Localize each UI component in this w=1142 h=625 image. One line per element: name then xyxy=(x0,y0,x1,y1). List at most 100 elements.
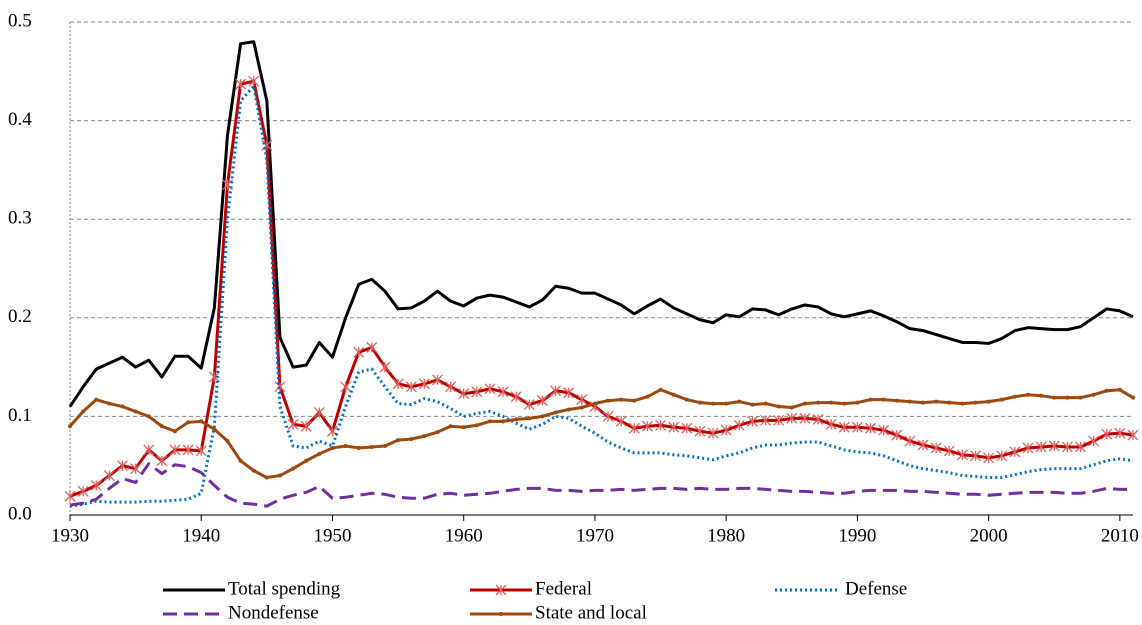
marker xyxy=(291,466,296,471)
marker xyxy=(1009,446,1021,458)
marker xyxy=(737,399,742,404)
x-tick-label: 1990 xyxy=(838,525,876,546)
marker xyxy=(1026,392,1031,397)
marker xyxy=(960,401,965,406)
marker xyxy=(855,400,860,405)
x-tick-label: 1980 xyxy=(707,525,745,546)
marker xyxy=(431,374,443,386)
marker xyxy=(891,429,903,441)
marker xyxy=(917,439,929,451)
marker xyxy=(379,361,391,373)
marker xyxy=(133,409,138,414)
marker xyxy=(907,399,912,404)
marker xyxy=(1061,441,1073,453)
marker xyxy=(851,421,863,433)
marker xyxy=(418,378,430,390)
marker xyxy=(934,399,939,404)
marker xyxy=(304,458,309,463)
marker xyxy=(746,415,758,427)
marker xyxy=(536,395,548,407)
marker xyxy=(1091,392,1096,397)
marker xyxy=(248,75,260,87)
marker xyxy=(786,412,798,424)
x-tick-label: 1950 xyxy=(313,525,351,546)
marker xyxy=(707,427,719,439)
series-line xyxy=(69,84,1134,508)
marker xyxy=(1052,395,1057,400)
marker xyxy=(527,416,532,421)
marker xyxy=(77,485,89,497)
marker xyxy=(195,445,207,457)
marker xyxy=(816,400,821,405)
marker xyxy=(789,405,794,410)
y-tick-label: 0.3 xyxy=(8,208,32,229)
marker xyxy=(999,397,1004,402)
marker xyxy=(487,419,492,424)
y-tick-label: 0.2 xyxy=(8,306,32,327)
marker xyxy=(64,490,76,502)
marker xyxy=(865,422,876,434)
marker xyxy=(576,394,588,406)
marker xyxy=(943,445,955,457)
marker xyxy=(208,371,220,383)
marker xyxy=(146,414,151,419)
marker xyxy=(829,400,834,405)
marker xyxy=(1127,429,1139,441)
marker xyxy=(277,473,282,478)
marker xyxy=(921,400,926,405)
marker xyxy=(658,387,663,392)
marker xyxy=(697,400,702,405)
marker xyxy=(448,424,453,429)
marker xyxy=(369,444,374,449)
x-tick-label: 1940 xyxy=(182,525,220,546)
marker xyxy=(878,424,890,436)
y-tick-label: 0.4 xyxy=(8,109,32,130)
marker xyxy=(422,434,427,439)
marker xyxy=(501,419,506,424)
marker xyxy=(904,435,916,447)
series-line xyxy=(69,462,1133,508)
marker xyxy=(461,425,466,430)
marker xyxy=(1065,395,1070,400)
marker xyxy=(238,458,243,463)
y-tick-label: 0.1 xyxy=(8,405,32,426)
marker xyxy=(264,475,269,480)
marker xyxy=(619,397,624,402)
marker xyxy=(592,401,597,406)
marker xyxy=(471,386,483,398)
marker xyxy=(435,430,440,435)
marker xyxy=(684,397,689,402)
marker xyxy=(802,401,807,406)
marker xyxy=(169,444,181,456)
marker xyxy=(550,385,562,397)
marker xyxy=(1012,394,1017,399)
marker xyxy=(409,437,414,442)
marker xyxy=(1114,427,1126,439)
marker xyxy=(881,397,886,402)
marker xyxy=(156,455,168,467)
marker xyxy=(733,419,745,431)
marker xyxy=(986,399,991,404)
marker xyxy=(970,450,981,462)
marker xyxy=(130,463,142,475)
marker xyxy=(812,413,824,425)
x-tick-label: 1970 xyxy=(576,525,614,546)
marker xyxy=(458,388,470,400)
marker xyxy=(497,386,509,398)
marker xyxy=(956,449,968,461)
marker xyxy=(868,397,873,402)
marker xyxy=(671,392,676,397)
marker xyxy=(645,394,650,399)
marker xyxy=(1022,442,1034,454)
marker xyxy=(68,424,72,429)
marker xyxy=(186,420,191,425)
marker xyxy=(1131,395,1135,400)
marker xyxy=(182,444,194,456)
legend-label: Defense xyxy=(845,578,907,599)
marker xyxy=(996,450,1008,462)
marker xyxy=(724,401,729,406)
marker xyxy=(317,451,322,456)
marker xyxy=(392,378,404,390)
legend-label: Total spending xyxy=(228,578,341,599)
marker xyxy=(750,402,755,407)
